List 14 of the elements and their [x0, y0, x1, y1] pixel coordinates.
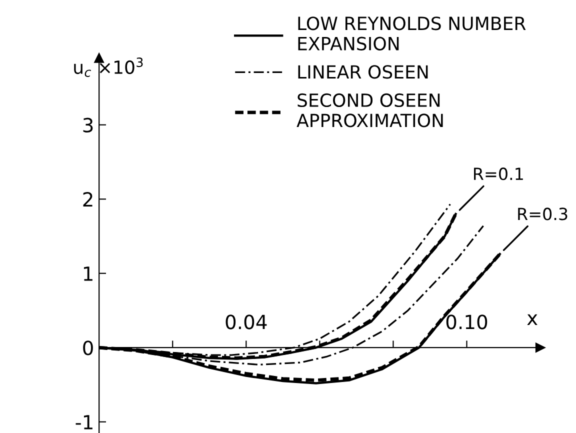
annotation: R=0.3: [518, 208, 568, 220]
y-tick-label: 1: [84, 266, 92, 281]
legend-label: SECOND OSEEN APPROXIMATION: [296, 93, 443, 128]
legend-label: LINEAR OSEEN: [298, 65, 428, 79]
y-tick-label: 3: [83, 118, 93, 133]
y-tick-label: -1: [76, 415, 92, 430]
legend-label: LOW REYNOLDS NUMBER EXPANSION: [298, 16, 526, 50]
annotation: R=0.1: [474, 168, 523, 180]
y-tick-label: 0: [83, 340, 93, 356]
x-tick-label: 0.04: [226, 314, 267, 330]
x-tick-label: 0.10: [446, 314, 488, 330]
x-axis-title: x: [527, 314, 538, 325]
y-tick-label: 2: [83, 192, 92, 206]
y-axis-title: u$_{c}$ ×10$^{3}$: [74, 58, 143, 77]
